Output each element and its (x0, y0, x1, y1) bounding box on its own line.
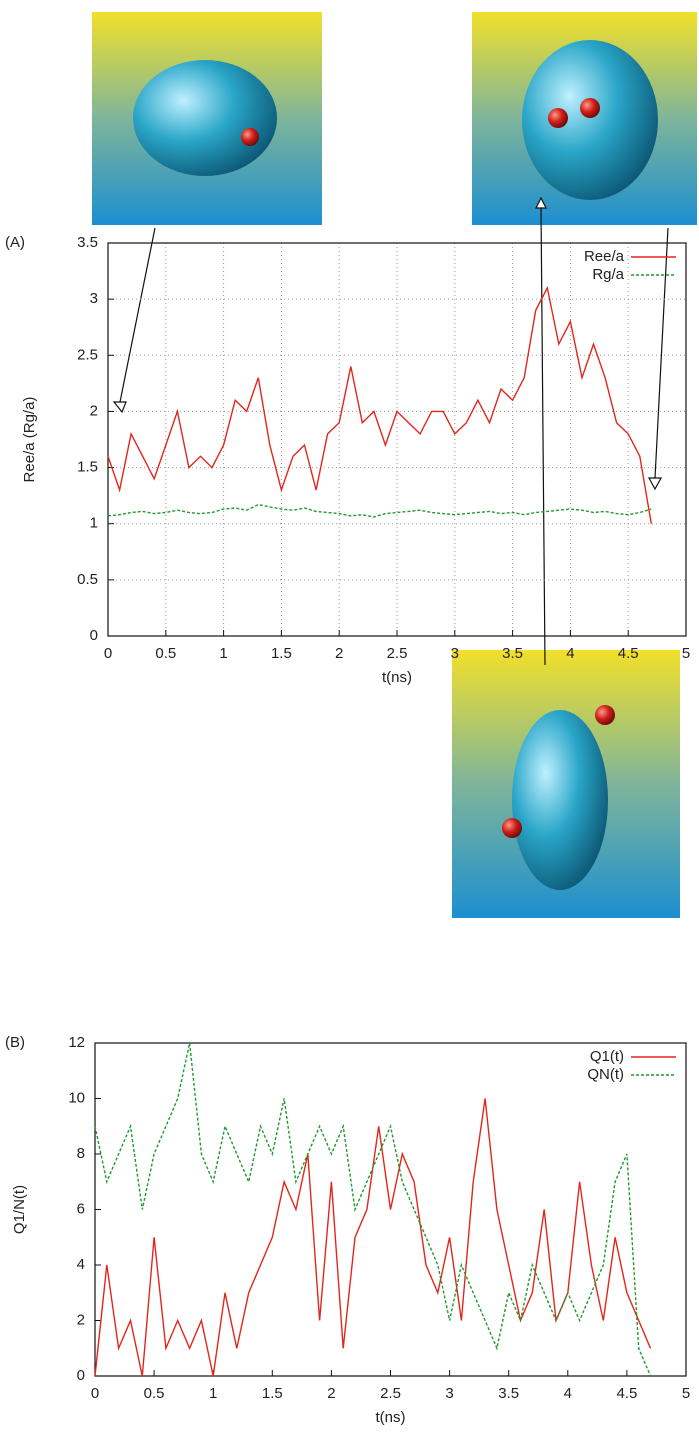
y-tick-label: 0.5 (77, 571, 98, 588)
data-line (94, 1042, 652, 1377)
legend-label: QN(t) (587, 1066, 624, 1083)
x-tick-label: 1 (219, 645, 227, 662)
y-tick-label: 4 (77, 1256, 85, 1273)
x-tick-label: 4.5 (618, 645, 639, 662)
y-tick-label: 2.5 (77, 346, 98, 363)
y-tick-label: 10 (68, 1089, 85, 1106)
x-tick-label: 3.5 (498, 1385, 519, 1402)
y-tick-label: 2 (77, 1311, 85, 1328)
x-tick-label: 0 (104, 645, 112, 662)
plot-frame (107, 242, 687, 637)
x-tick-label: 2.5 (387, 645, 408, 662)
y-tick-label: 2 (90, 402, 98, 419)
arrow (112, 196, 669, 666)
y-tick-label: 1 (90, 515, 98, 532)
x-tick-label: 2.5 (380, 1385, 401, 1402)
legend-label: Q1(t) (590, 1048, 624, 1065)
charts: (A) 0 0.5 1 1.5 2 2.5 3 3.5 0 0.5 1 1.5 2 2.5 3 3.5 4 4.5 5… (5, 234, 690, 1426)
x-tick-label: 4 (566, 645, 574, 662)
x-tick-label: 1 (209, 1385, 217, 1402)
y-tick-label: 12 (68, 1034, 85, 1051)
y-tick-label: 3.5 (77, 234, 98, 251)
x-tick-label: 4 (564, 1385, 572, 1402)
x-tick-label: 0.5 (155, 645, 176, 662)
data-line (107, 285, 652, 524)
x-tick-label: 2 (327, 1385, 335, 1402)
x-axis-label: t(ns) (382, 669, 412, 686)
data-line (107, 503, 652, 518)
snapshot (92, 12, 322, 225)
y-tick-label: 0 (90, 627, 98, 644)
snapshot (472, 12, 697, 225)
snapshot (452, 650, 680, 918)
x-tick-label: 4.5 (616, 1385, 637, 1402)
x-tick-label: 2 (335, 645, 343, 662)
x-tick-label: 0.5 (144, 1385, 165, 1402)
data-line (94, 1098, 652, 1377)
y-tick-label: 3 (90, 290, 98, 307)
y-axis-label: Ree/a (Rg/a) (21, 397, 38, 483)
y-tick-label: 8 (77, 1145, 85, 1162)
y-tick-label: 0 (77, 1367, 85, 1384)
plot-frame (94, 1042, 687, 1377)
x-tick-label: 3 (451, 645, 459, 662)
x-tick-label: 5 (682, 1385, 690, 1402)
y-axis-label: Q1/N(t) (11, 1185, 28, 1234)
x-tick-label: 3.5 (502, 645, 523, 662)
x-tick-label: 1.5 (262, 1385, 283, 1402)
x-tick-label: 0 (91, 1385, 99, 1402)
x-axis-label: t(ns) (376, 1409, 406, 1426)
x-tick-label: 3 (445, 1385, 453, 1402)
panel-label: (B) (5, 1034, 25, 1051)
x-tick-label: 5 (682, 645, 690, 662)
panel-label: (A) (5, 234, 25, 251)
legend-label: Rg/a (592, 266, 624, 283)
x-tick-label: 1.5 (271, 645, 292, 662)
legend-label: Ree/a (584, 248, 625, 265)
y-tick-label: 1.5 (77, 459, 98, 476)
y-tick-label: 6 (77, 1200, 85, 1217)
